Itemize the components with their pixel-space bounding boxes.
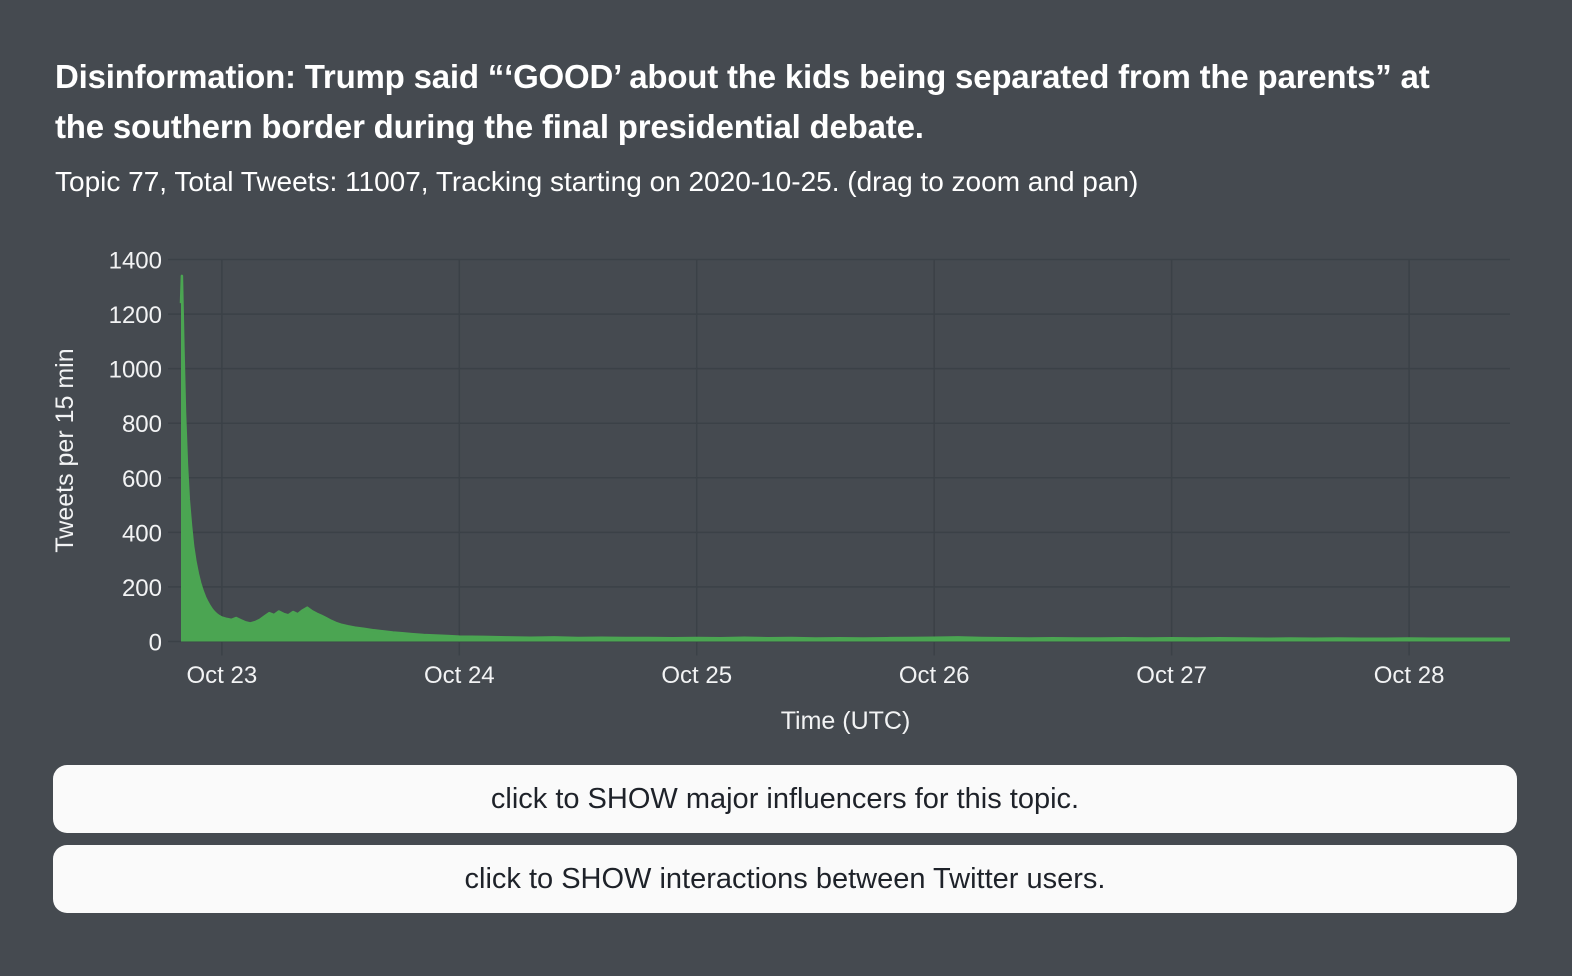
tweets-line-series (179, 274, 1510, 641)
y-tick-label: 0 (149, 630, 162, 657)
topic-stats: Topic 77, Total Tweets: 11007, Tracking … (55, 166, 1139, 197)
x-tick-label: Oct 28 (1374, 662, 1445, 689)
x-tick-label: Oct 25 (661, 662, 732, 689)
tweets-timeline-chart[interactable]: 0 200 400 600 800 1000 1200 1400 Oct 23 Oct 24 Oct… (0, 240, 1572, 750)
y-tick-label: 1400 (109, 248, 162, 275)
x-tick-label: Oct 23 (186, 662, 257, 689)
y-tick-label: 600 (122, 466, 162, 493)
tweet-volume-chart-container: 0 200 400 600 800 1000 1200 1400 Oct 23 Oct 24 Oct… (0, 240, 1572, 750)
y-tick-label: 800 (122, 411, 162, 438)
page-title: Disinformation: Trump said “‘GOOD’ about… (55, 58, 1430, 145)
x-tick-label: Oct 27 (1136, 662, 1207, 689)
y-tick-label: 1000 (109, 357, 162, 384)
y-tick-label: 200 (122, 575, 162, 602)
y-tick-label: 400 (122, 520, 162, 547)
y-tick-label: 1200 (109, 302, 162, 329)
x-axis-title: Time (UTC) (781, 707, 911, 735)
show-influencers-button[interactable]: click to SHOW major influencers for this… (53, 765, 1517, 833)
y-axis-title: Tweets per 15 min (51, 348, 79, 552)
show-interactions-button[interactable]: click to SHOW interactions between Twitt… (53, 845, 1517, 913)
x-tick-label: Oct 24 (424, 662, 495, 689)
x-tick-label: Oct 26 (899, 662, 970, 689)
